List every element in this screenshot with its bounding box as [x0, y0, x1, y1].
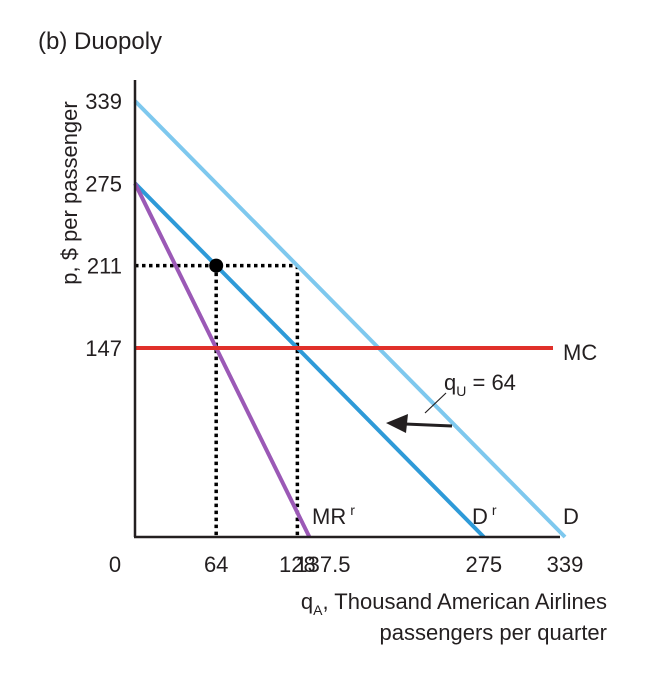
x-tick-label: 128	[279, 552, 316, 577]
series-labels: D D r MR r MC	[312, 340, 597, 529]
series-lines	[133, 99, 567, 539]
x-tick-label: 275	[465, 552, 502, 577]
series-label-mrr: MR r	[312, 502, 355, 529]
shift-annotation: qU = 64	[386, 370, 516, 433]
series-line-d	[133, 99, 567, 539]
y-ticks: 339 275 211 147	[85, 89, 122, 361]
y-tick-label: 211	[87, 254, 122, 279]
x-tick-label: 339	[547, 552, 584, 577]
guide-lines	[135, 263, 300, 537]
series-label-superscript: r	[492, 502, 497, 518]
origin-label: 0	[109, 552, 121, 577]
x-axis-label-subscript: A	[313, 602, 323, 618]
x-axis-label-line1: qA, Thousand American Airlines	[301, 589, 607, 618]
series-label-mc: MC	[563, 340, 597, 365]
annotation-label: qU = 64	[444, 370, 516, 399]
y-tick-label: 275	[85, 171, 122, 196]
x-axis-label-line2: passengers per quarter	[380, 620, 607, 645]
shift-arrow-head	[386, 414, 408, 433]
chart-title: (b) Duopoly	[38, 28, 162, 55]
x-tick-label: 64	[204, 552, 228, 577]
annotation-leader-line	[424, 392, 447, 414]
y-tick-label: 147	[85, 336, 122, 361]
y-tick-label: 339	[85, 89, 122, 114]
series-line-mrr	[133, 182, 312, 538]
y-axis-label: p, $ per passenger	[57, 101, 82, 284]
series-label-d: D	[563, 504, 579, 529]
series-label-superscript: r	[350, 502, 355, 518]
x-tick-label: 137.5	[295, 552, 350, 577]
equilibrium-point	[209, 258, 224, 273]
annotation-subscript: U	[456, 383, 466, 399]
series-line-dr	[133, 181, 486, 539]
shift-arrow-shaft	[404, 422, 453, 428]
